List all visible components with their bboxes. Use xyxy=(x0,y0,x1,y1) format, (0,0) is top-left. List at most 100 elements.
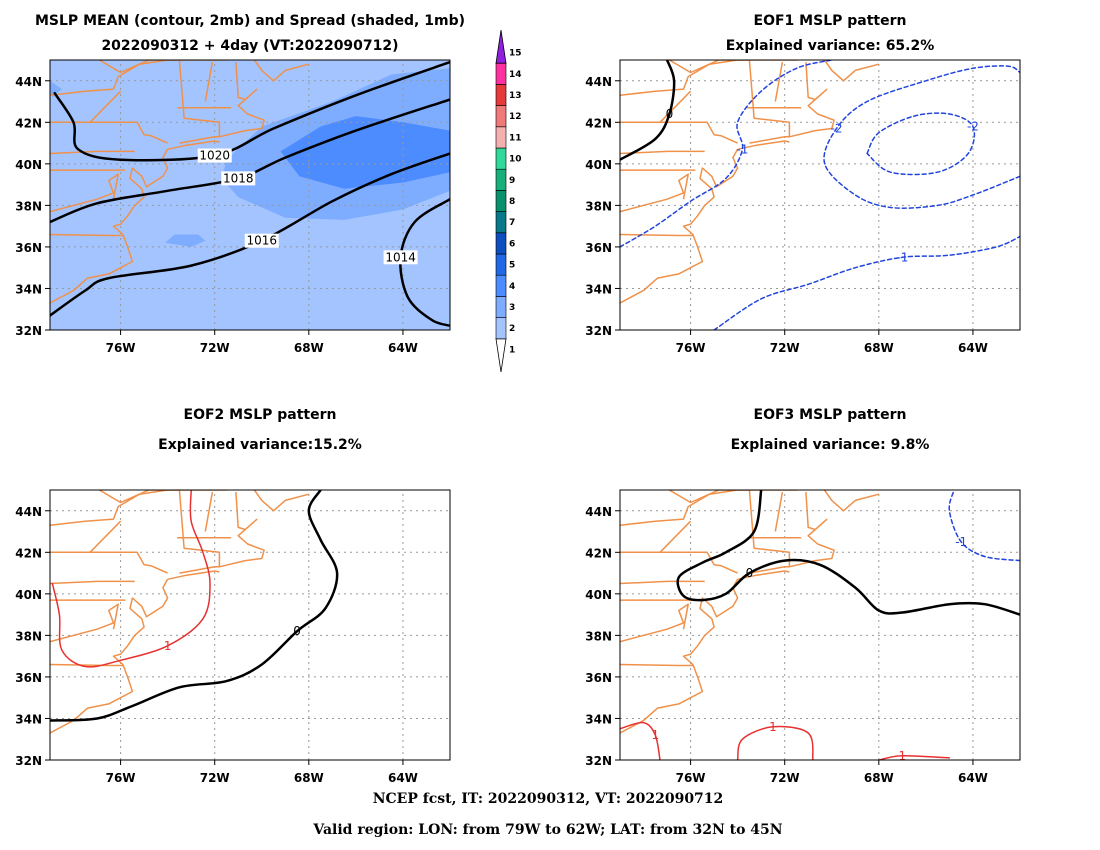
colorbar-segment xyxy=(495,274,507,297)
contour-label-bg xyxy=(383,250,418,265)
y-tick-label: 40N xyxy=(15,588,42,602)
y-tick-label: 40N xyxy=(585,158,612,172)
y-tick-label: 44N xyxy=(585,505,612,519)
x-tick-label: 76W xyxy=(106,341,136,355)
coastline xyxy=(620,173,689,213)
coastline xyxy=(50,490,309,527)
panel-subtitle: Explained variance: 65.2% xyxy=(726,38,935,54)
map-background xyxy=(620,60,1020,330)
x-tick-label: 68W xyxy=(294,771,324,785)
contour-label: 0 xyxy=(293,624,301,638)
map-frame xyxy=(619,489,1021,761)
contour-line xyxy=(878,755,951,760)
x-tick-label: 68W xyxy=(294,341,324,355)
coastline xyxy=(167,570,220,581)
coastline xyxy=(167,140,220,151)
map-area: 1020 1018 1016 1014 xyxy=(50,60,450,330)
contour-line xyxy=(736,725,814,760)
coastline xyxy=(50,580,135,585)
spread-shade xyxy=(280,116,450,189)
contour-label: 1014 xyxy=(385,250,416,264)
colorbar-segment xyxy=(495,62,507,85)
y-tick-label: 42N xyxy=(15,116,42,130)
coastline xyxy=(659,90,692,123)
y-tick-label: 36N xyxy=(585,671,612,685)
coastline xyxy=(774,61,784,102)
y-tick-label: 34N xyxy=(15,282,42,296)
contour-line xyxy=(51,490,211,668)
contour-label: 1016 xyxy=(246,234,277,248)
coastline xyxy=(50,121,168,144)
x-tick-label: 72W xyxy=(770,341,800,355)
colorbar-bottom-arrow xyxy=(495,338,507,373)
coastline xyxy=(669,60,835,138)
map-frame xyxy=(49,59,451,331)
footer-line1: NCEP fcst, IT: 2022090312, VT: 202209071… xyxy=(373,791,724,807)
coastline xyxy=(89,90,122,123)
colorbar-segment xyxy=(495,190,507,212)
panel-title: MSLP MEAN (contour, 2mb) and Spread (sha… xyxy=(35,13,465,29)
coastline xyxy=(204,61,214,102)
colorbar-label: 14 xyxy=(509,70,522,80)
contour-line xyxy=(713,235,1020,330)
colorbar-label: 7 xyxy=(509,218,515,228)
x-tick-label: 68W xyxy=(864,341,894,355)
coastline xyxy=(805,62,816,101)
contour-line xyxy=(50,152,450,317)
map-area: 0 -1 1 1 1 xyxy=(620,490,1020,760)
coastline xyxy=(179,136,220,144)
colorbar-label: 15 xyxy=(509,49,522,59)
contour-label: -2 xyxy=(967,119,979,133)
contour-line xyxy=(866,112,976,176)
y-tick-label: 38N xyxy=(15,199,42,213)
coastline xyxy=(620,148,739,304)
footer-line2: Valid region: LON: from 79W to 62W; LAT:… xyxy=(312,822,782,838)
contour-label: 1018 xyxy=(223,171,254,185)
footer: NCEP fcst, IT: 2022090312, VT: 202209071… xyxy=(312,791,782,838)
spread-shade xyxy=(165,234,206,247)
colorbar-segment xyxy=(495,232,507,255)
coastline xyxy=(620,578,739,734)
x-tick-label: 72W xyxy=(200,341,230,355)
y-tick-label: 42N xyxy=(585,116,612,130)
y-tick-label: 40N xyxy=(585,588,612,602)
coastline xyxy=(50,60,309,97)
contour-label-bg xyxy=(221,171,256,186)
coastline xyxy=(620,551,738,574)
panel-title: EOF1 MSLP pattern xyxy=(754,13,907,29)
panel-title: EOF2 MSLP pattern xyxy=(184,407,337,423)
coastline xyxy=(659,520,692,553)
colorbar-label: 6 xyxy=(509,239,515,249)
coastline xyxy=(805,492,816,531)
panel-mslp-mean-spread: MSLP MEAN (contour, 2mb) and Spread (sha… xyxy=(15,13,522,373)
coastline xyxy=(620,121,738,144)
map-background xyxy=(50,490,450,760)
colorbar-label: 12 xyxy=(509,112,522,122)
panel-eof2: EOF2 MSLP pattern Explained variance:15.2… xyxy=(15,407,451,785)
colorbar-label: 9 xyxy=(509,176,515,186)
x-tick-label: 64W xyxy=(388,771,418,785)
x-tick-label: 68W xyxy=(864,771,894,785)
contour-line xyxy=(620,60,833,248)
panel-title: EOF3 MSLP pattern xyxy=(754,407,907,423)
contour-line xyxy=(50,490,339,722)
coastline xyxy=(50,603,119,643)
contour-label: 0 xyxy=(666,107,674,121)
coastline xyxy=(179,566,220,574)
panel-eof3: EOF3 MSLP pattern Explained variance: 9.8… xyxy=(585,407,1021,785)
x-tick-label: 64W xyxy=(958,341,988,355)
y-tick-label: 36N xyxy=(15,671,42,685)
y-tick-label: 34N xyxy=(585,282,612,296)
coastline xyxy=(620,663,693,667)
y-tick-label: 44N xyxy=(15,505,42,519)
panel-subtitle: 2022090312 + 4day (VT:2022090712) xyxy=(101,38,398,54)
y-tick-label: 44N xyxy=(15,75,42,89)
contour-label: 1 xyxy=(164,639,172,653)
coastline xyxy=(737,140,790,151)
y-tick-label: 42N xyxy=(585,546,612,560)
x-tick-label: 64W xyxy=(388,341,418,355)
coastline xyxy=(620,490,879,527)
contour-line xyxy=(620,721,661,760)
contour-label: -1 xyxy=(736,142,748,156)
coastline xyxy=(620,603,689,643)
